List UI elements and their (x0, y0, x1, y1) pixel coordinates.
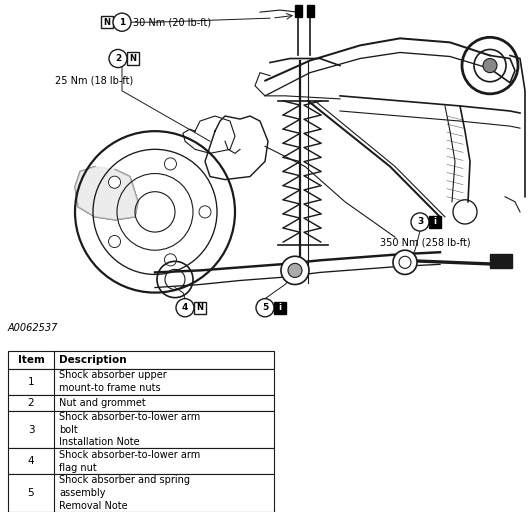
Text: 30 Nm (20 lb-ft): 30 Nm (20 lb-ft) (133, 17, 211, 27)
Bar (127, 52, 139, 65)
Text: Shock absorber and spring
assembly
Removal Note: Shock absorber and spring assembly Remov… (59, 475, 190, 511)
Bar (295, 5, 302, 17)
Text: 3: 3 (27, 424, 34, 435)
Text: 2: 2 (115, 54, 121, 63)
Text: 3: 3 (417, 218, 423, 226)
Text: 2: 2 (27, 398, 34, 408)
Circle shape (199, 206, 211, 218)
Text: 5: 5 (27, 488, 34, 498)
Text: 4: 4 (182, 303, 188, 312)
Circle shape (483, 58, 497, 73)
Text: N: N (196, 303, 203, 312)
Bar (8, 351, 274, 369)
Bar (8, 449, 274, 474)
Text: 1: 1 (27, 377, 34, 387)
Bar (194, 302, 206, 314)
Bar (101, 16, 113, 28)
Polygon shape (75, 166, 138, 220)
Bar (429, 216, 441, 228)
Bar (8, 411, 274, 449)
Bar (8, 474, 274, 512)
Text: 5: 5 (262, 303, 268, 312)
Circle shape (288, 263, 302, 278)
Bar (307, 5, 314, 17)
Text: N: N (129, 54, 137, 63)
Text: Description: Description (59, 355, 127, 365)
Circle shape (256, 298, 274, 317)
Text: 350 Nm (258 lb-ft): 350 Nm (258 lb-ft) (380, 237, 470, 247)
Text: Shock absorber upper
mount-to frame nuts: Shock absorber upper mount-to frame nuts (59, 370, 167, 393)
Text: i: i (278, 303, 281, 312)
Bar (274, 302, 286, 314)
Circle shape (113, 13, 131, 31)
Bar (8, 369, 274, 395)
Circle shape (109, 176, 120, 188)
Circle shape (281, 257, 309, 285)
Bar (490, 254, 512, 268)
Text: Shock absorber-to-lower arm
bolt
Installation Note: Shock absorber-to-lower arm bolt Install… (59, 412, 200, 447)
Text: 25 Nm (18 lb-ft): 25 Nm (18 lb-ft) (55, 76, 133, 86)
Circle shape (393, 250, 417, 274)
Circle shape (109, 236, 120, 248)
Text: Nut and grommet: Nut and grommet (59, 398, 146, 408)
Text: Item: Item (17, 355, 44, 365)
Circle shape (176, 298, 194, 317)
Circle shape (164, 158, 176, 170)
Text: Shock absorber-to-lower arm
flag nut: Shock absorber-to-lower arm flag nut (59, 450, 200, 473)
Circle shape (164, 254, 176, 266)
Text: i: i (433, 218, 437, 226)
Text: 1: 1 (119, 18, 125, 27)
Circle shape (411, 213, 429, 231)
Text: 4: 4 (27, 456, 34, 466)
Text: A0062537: A0062537 (8, 323, 59, 333)
Circle shape (109, 50, 127, 68)
Text: N: N (103, 18, 110, 27)
Bar (8, 395, 274, 411)
